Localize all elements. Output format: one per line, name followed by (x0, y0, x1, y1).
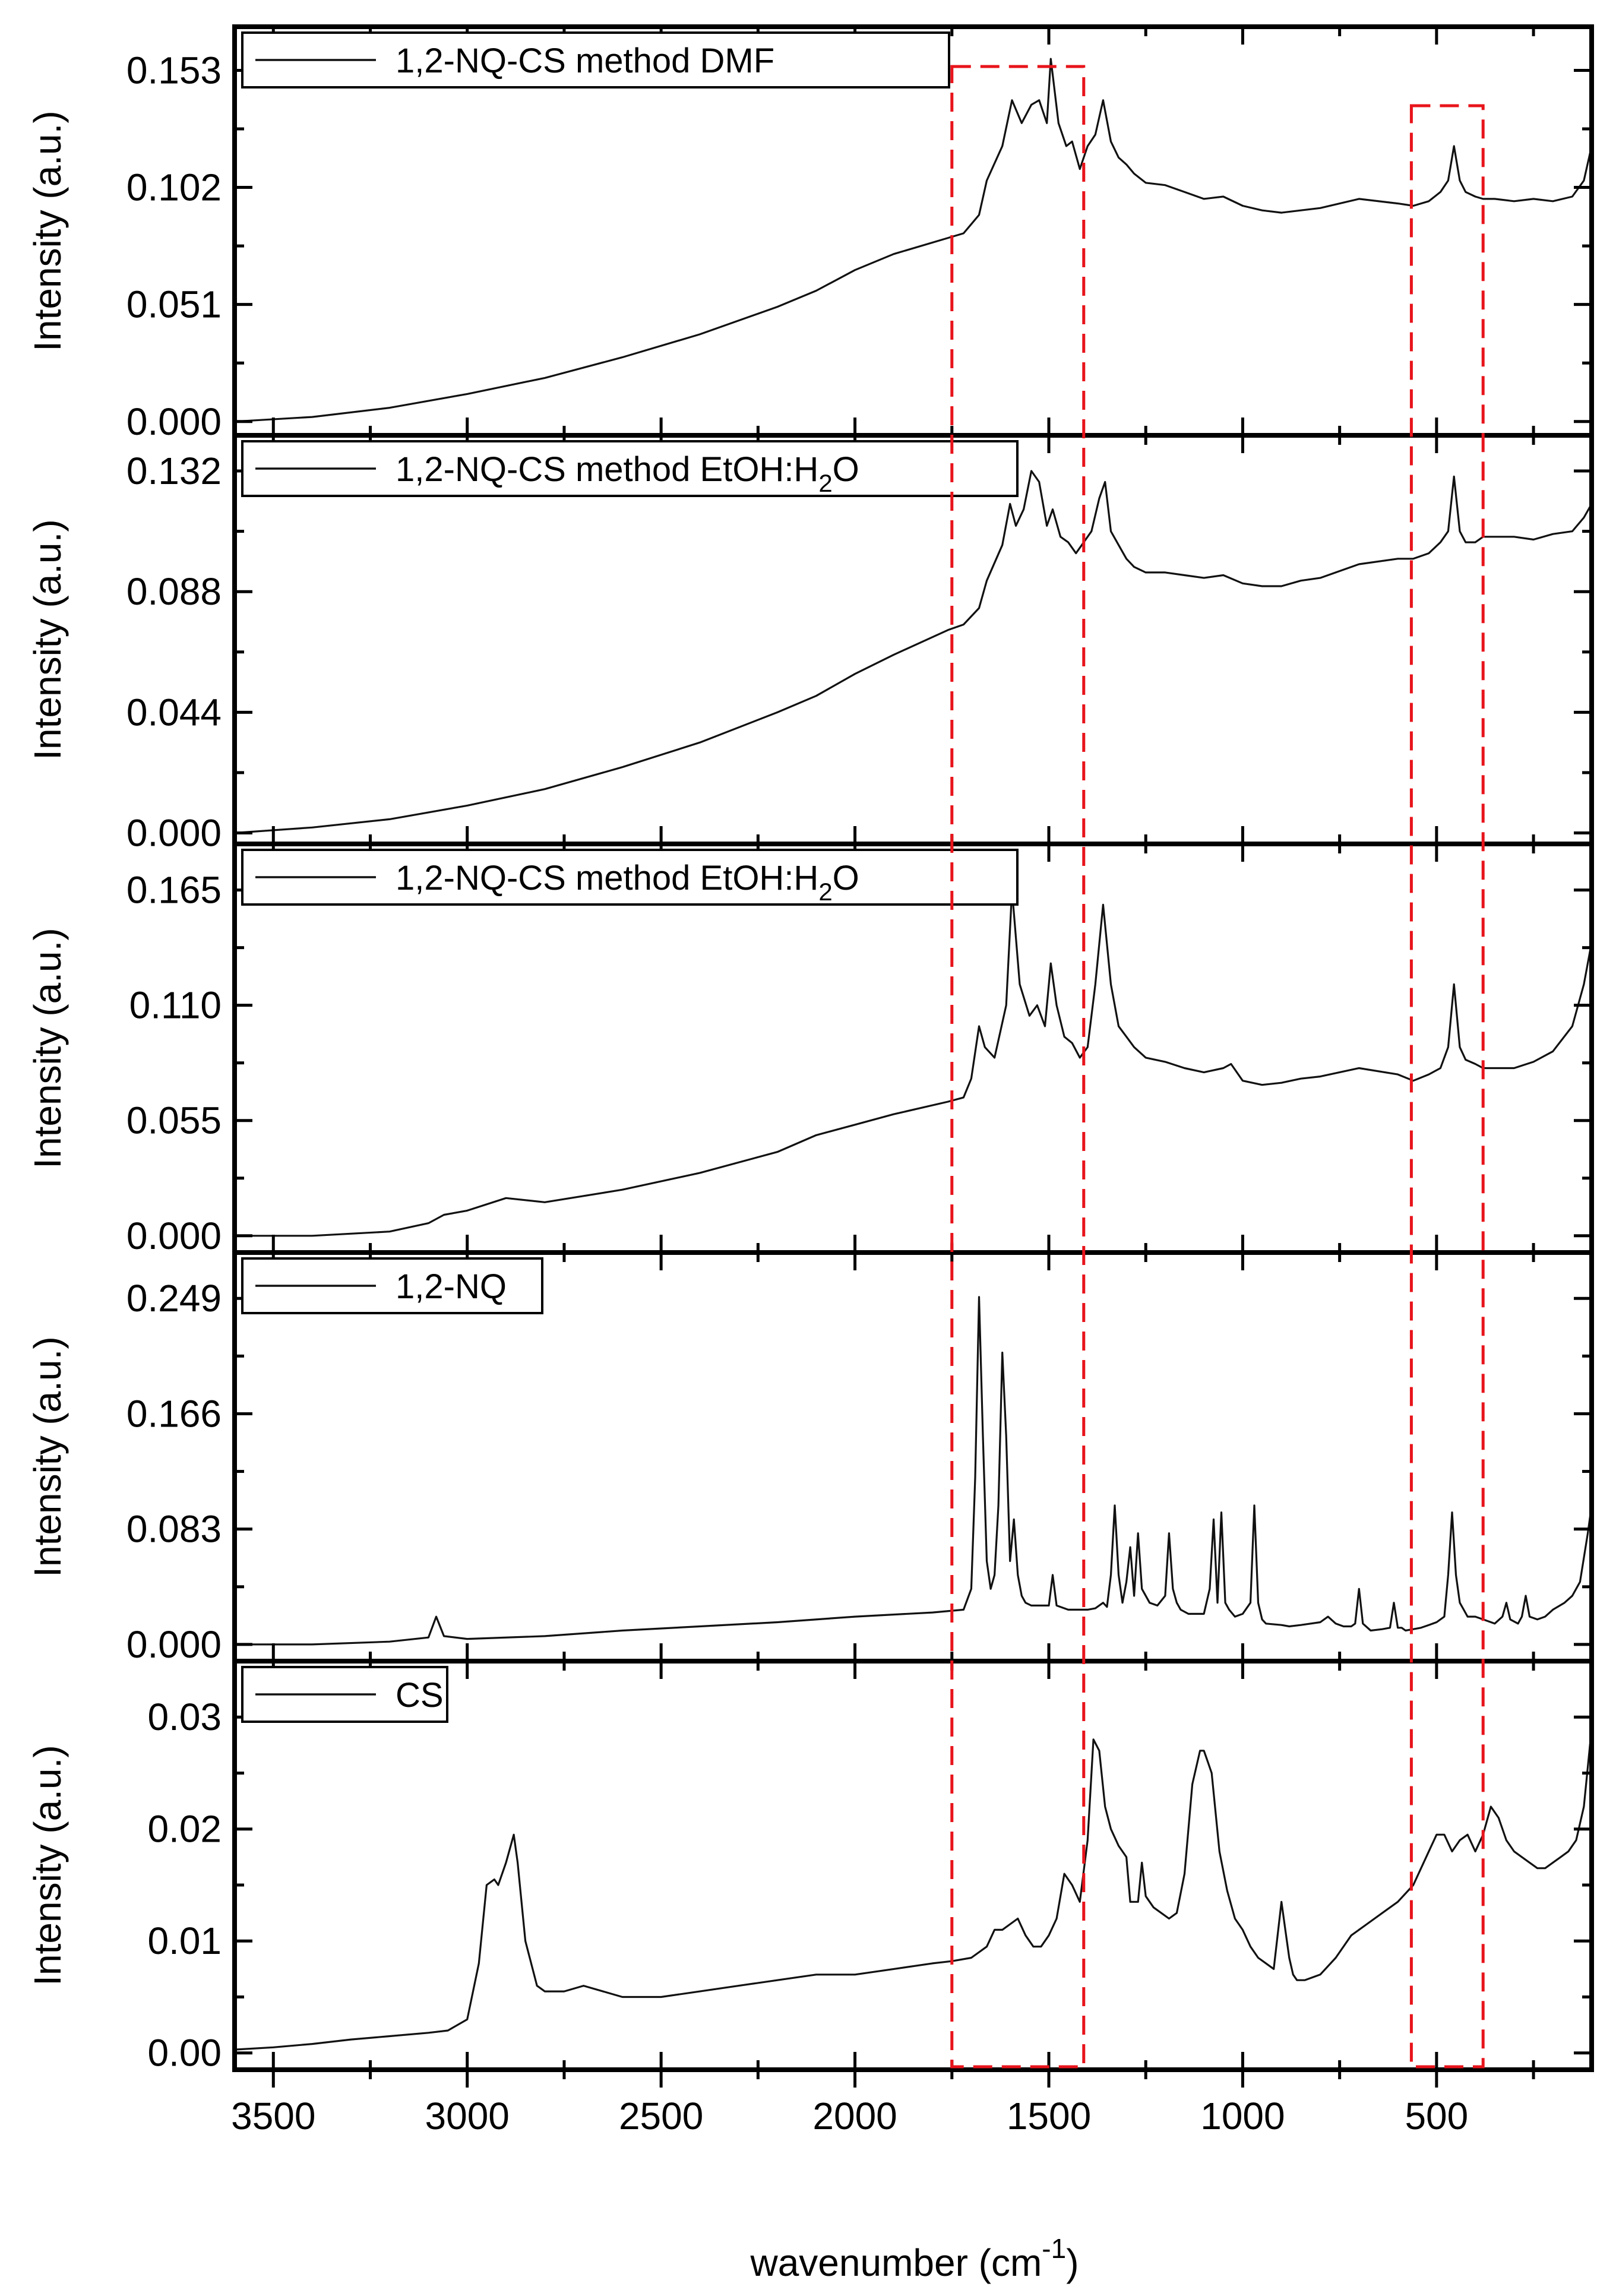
y-tick-label: 0.044 (127, 691, 222, 733)
legend-text-end: O (833, 450, 859, 489)
y-tick-label: 0.166 (127, 1392, 222, 1435)
y-tick-label: 0.165 (127, 869, 222, 912)
y-tick-label: 0.102 (127, 166, 222, 209)
legend-label-4: 1,2-NQ (396, 1267, 507, 1306)
x-axis-title-main: wavenumber (cm (750, 2241, 1042, 2284)
x-tick-label: 500 (1405, 2095, 1468, 2137)
spectrum-line-3 (235, 889, 1593, 1237)
panel-3: 0.165 0.110 0.055 0.000 Intensity (a.u.) 1,2-… (26, 842, 1594, 1257)
spectrum-line-5 (234, 1728, 1593, 2051)
panel-5: 0.03 0.02 0.01 0.00 Intensity (a.u.) CS (26, 1659, 1594, 2074)
legend-label-2: 1,2-NQ-CS method EtOH:H2O (396, 450, 859, 497)
legend-box-2 (241, 440, 1019, 497)
y-tick-label: 0.110 (129, 984, 222, 1027)
legend-label-1: 1,2-NQ-CS method DMF (396, 42, 774, 80)
y-tick-label: 0.02 (147, 1808, 222, 1851)
panels: 0.153 0.102 0.051 0.000 Intensity (a.u.) 1,2-… (26, 24, 1594, 2074)
x-tick-label: 2500 (619, 2095, 703, 2137)
y-tick-label: 0.000 (127, 400, 222, 443)
y-tick-label: 0.00 (147, 2032, 222, 2074)
highlight-region-2 (1409, 104, 1485, 2069)
y-tick-label: 0.000 (127, 1215, 222, 1257)
y-axis-title: Intensity (a.u.) (26, 519, 69, 760)
legend-text: 1,2-NQ-CS method DMF (396, 42, 774, 80)
spectrum-line-1 (234, 58, 1593, 423)
legend-text: 1,2-NQ (396, 1267, 507, 1306)
highlight-regions (950, 65, 1485, 2069)
panel-4: 0.249 0.166 0.083 0.000 Intensity (a.u.) 1,2-… (26, 1250, 1594, 1666)
legend-label-3: 1,2-NQ-CS method EtOH:H2O (396, 859, 859, 906)
x-tick-label: 2000 (812, 2095, 897, 2137)
y-tick-label: 0.132 (127, 450, 222, 492)
y-tick-label: 0.000 (127, 1623, 222, 1666)
spectrum-line-4 (235, 1296, 1593, 1646)
panel-frame-5 (232, 1659, 1594, 2072)
y-axis-title: Intensity (a.u.) (26, 1745, 69, 1986)
y-tick-label: 0.083 (127, 1508, 222, 1551)
y-tick-label: 0.03 (147, 1696, 222, 1738)
x-tick-label: 1500 (1007, 2095, 1091, 2137)
y-tick-label: 0.01 (147, 1919, 222, 1962)
spectrum-line-2 (234, 470, 1593, 834)
y-tick-label: 0.153 (127, 49, 222, 91)
legend-label-5: CS (396, 1676, 444, 1715)
legend-subscript: 2 (818, 878, 832, 906)
x-tick-label: 3000 (425, 2095, 510, 2137)
y-tick-label: 0.055 (127, 1099, 222, 1142)
highlight-region-1 (950, 65, 1086, 2069)
x-tick-label: 1000 (1200, 2095, 1285, 2137)
legend-text: 1,2-NQ-CS method EtOH:H (396, 859, 818, 897)
y-tick-label: 0.051 (127, 283, 222, 326)
y-tick-label: 0.000 (127, 812, 222, 855)
legend-subscript: 2 (818, 469, 832, 497)
y-axis-title: Intensity (a.u.) (26, 1336, 69, 1577)
legend-text-end: O (833, 859, 859, 897)
x-axis: 3500 3000 2500 2000 1500 1000 500 (231, 2070, 1535, 2137)
legend-text: 1,2-NQ-CS method EtOH:H (396, 450, 818, 489)
x-axis-title-superscript: -1 (1042, 2233, 1066, 2264)
y-tick-label: 0.088 (127, 570, 222, 613)
y-axis-title: Intensity (a.u.) (26, 928, 69, 1169)
panel-2: 0.132 0.088 0.044 0.000 Intensity (a.u.) 1,2-… (26, 433, 1594, 855)
y-tick-label: 0.249 (127, 1277, 222, 1320)
panel-1: 0.153 0.102 0.051 0.000 Intensity (a.u.) 1,2-… (26, 24, 1594, 443)
y-axis-title: Intensity (a.u.) (26, 110, 69, 352)
x-axis-title-end: ) (1066, 2241, 1079, 2284)
x-axis-title: wavenumber (cm-1) (750, 2233, 1079, 2284)
legend-text: CS (396, 1676, 444, 1715)
x-tick-label: 3500 (231, 2095, 315, 2137)
